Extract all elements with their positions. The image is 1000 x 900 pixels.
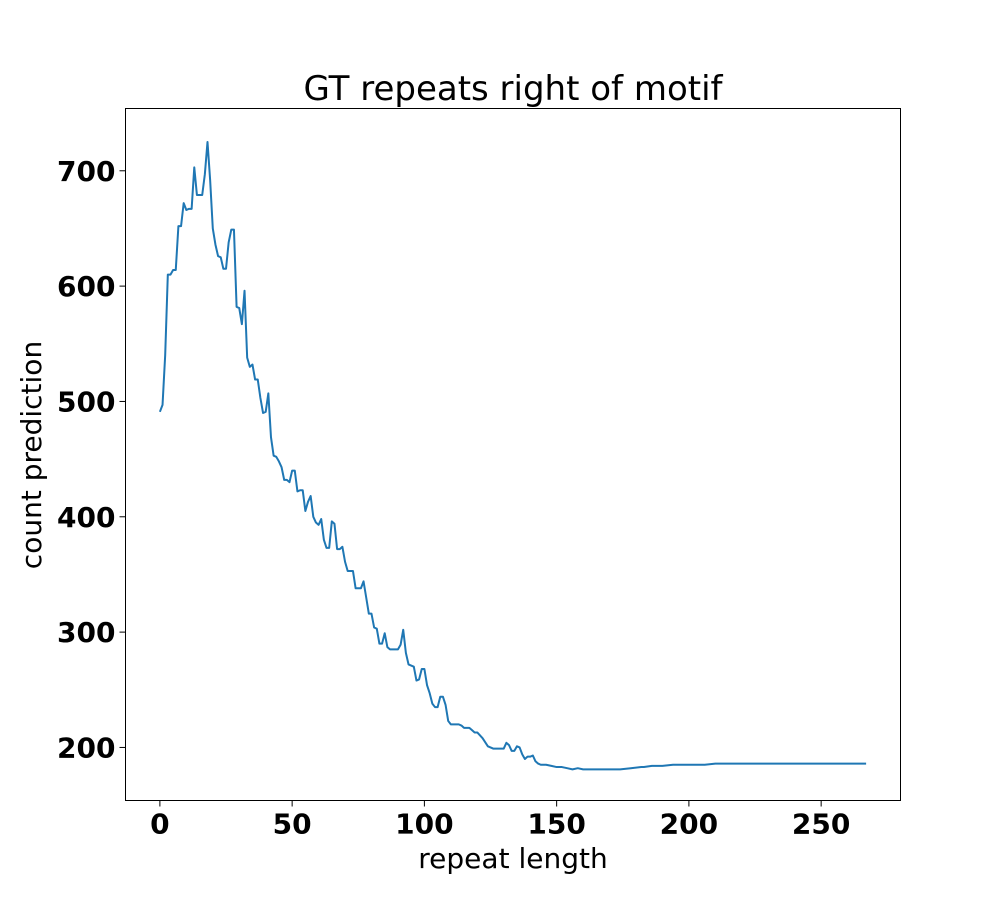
x-axis-label: repeat length xyxy=(418,842,607,875)
x-tick-label: 250 xyxy=(792,808,850,841)
y-tick-label: 400 xyxy=(57,501,115,534)
x-tick-label: 100 xyxy=(395,808,453,841)
y-tick-label: 300 xyxy=(57,616,115,649)
y-tick-label: 500 xyxy=(57,385,115,418)
series-line xyxy=(158,140,867,771)
y-tick-label: 700 xyxy=(57,155,115,188)
chart-title: GT repeats right of motif xyxy=(304,69,724,109)
x-tick-label: 200 xyxy=(660,808,718,841)
plot-area xyxy=(125,108,901,801)
y-tick-label: 200 xyxy=(57,731,115,764)
y-tick-label: 600 xyxy=(57,270,115,303)
x-tick-label: 0 xyxy=(150,808,169,841)
x-axis: 0 50 100 150 200 250 xyxy=(150,800,850,841)
y-axis: 200 300 400 500 600 700 xyxy=(57,155,126,764)
x-tick-label: 50 xyxy=(273,808,312,841)
x-tick-label: 150 xyxy=(527,808,585,841)
y-axis-label: count prediction xyxy=(15,341,48,569)
